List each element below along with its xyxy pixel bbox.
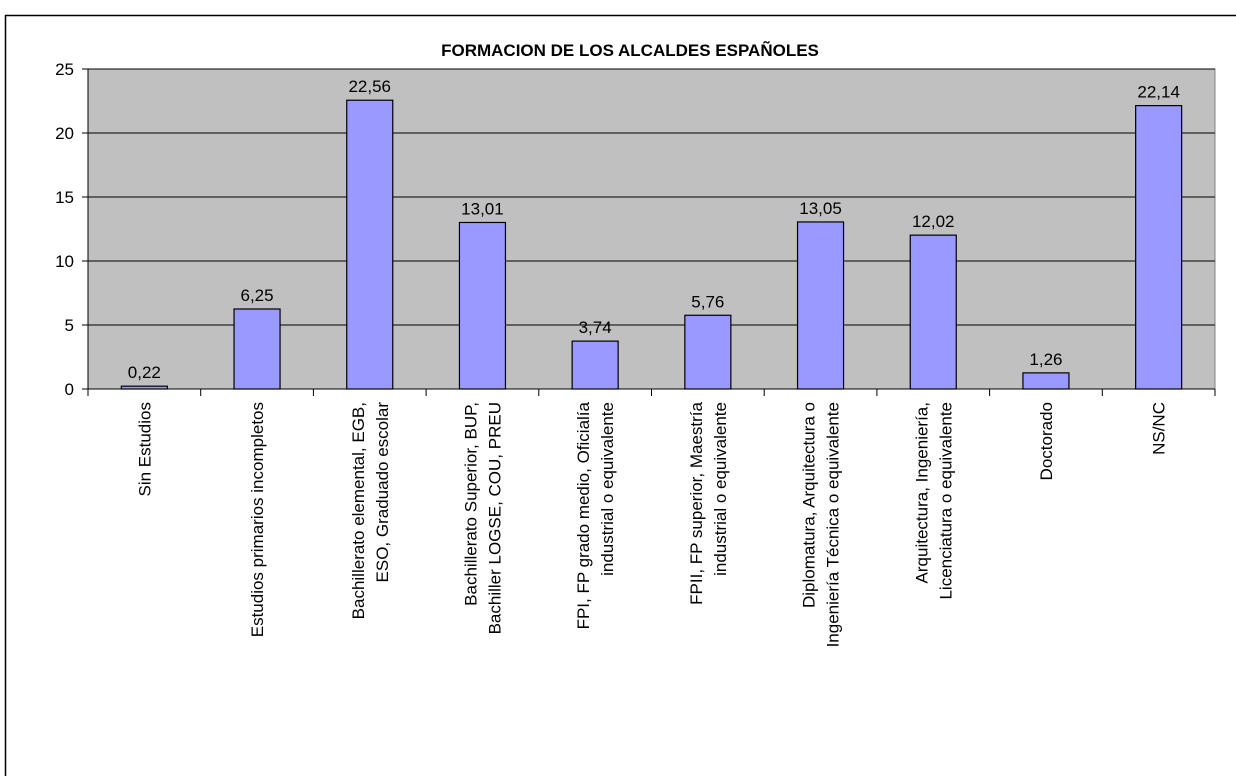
page: {"chart_data": {"type": "bar", "title": … xyxy=(0,0,1236,776)
bar xyxy=(1136,106,1182,389)
value-label: 13,01 xyxy=(461,199,504,218)
bar xyxy=(121,386,167,389)
bar xyxy=(459,222,505,389)
x-tick-label: Estudios primarios incompletos xyxy=(248,402,267,637)
value-label: 13,05 xyxy=(799,199,842,218)
value-label: 12,02 xyxy=(912,212,955,231)
bar xyxy=(347,100,393,389)
value-label: 0,22 xyxy=(128,363,161,382)
chart-title: FORMACION DE LOS ALCALDES ESPAÑOLES xyxy=(441,40,819,60)
y-tick-label: 5 xyxy=(65,316,74,335)
y-tick-label: 10 xyxy=(55,252,74,271)
bar xyxy=(685,315,731,389)
y-tick-label: 0 xyxy=(65,380,74,399)
value-label: 22,56 xyxy=(348,77,391,96)
bar xyxy=(798,222,844,389)
value-label: 1,26 xyxy=(1029,350,1062,369)
x-tick-label: Sin Estudios xyxy=(135,402,154,497)
value-label: 22,14 xyxy=(1137,83,1180,102)
value-label: 6,25 xyxy=(241,286,274,305)
x-tick-label: Doctorado xyxy=(1037,402,1056,480)
value-label: 5,76 xyxy=(691,292,724,311)
bar xyxy=(572,341,618,389)
x-tick-label: NS/NC xyxy=(1150,402,1169,455)
y-tick-label: 15 xyxy=(55,188,74,207)
bar xyxy=(234,309,280,389)
y-tick-label: 20 xyxy=(55,124,74,143)
value-label: 3,74 xyxy=(579,318,612,337)
bar xyxy=(910,235,956,389)
y-tick-label: 25 xyxy=(55,60,74,79)
chart: FORMACION DE LOS ALCALDES ESPAÑOLES 0 5 10… xyxy=(0,0,1236,776)
bar xyxy=(1023,373,1069,389)
